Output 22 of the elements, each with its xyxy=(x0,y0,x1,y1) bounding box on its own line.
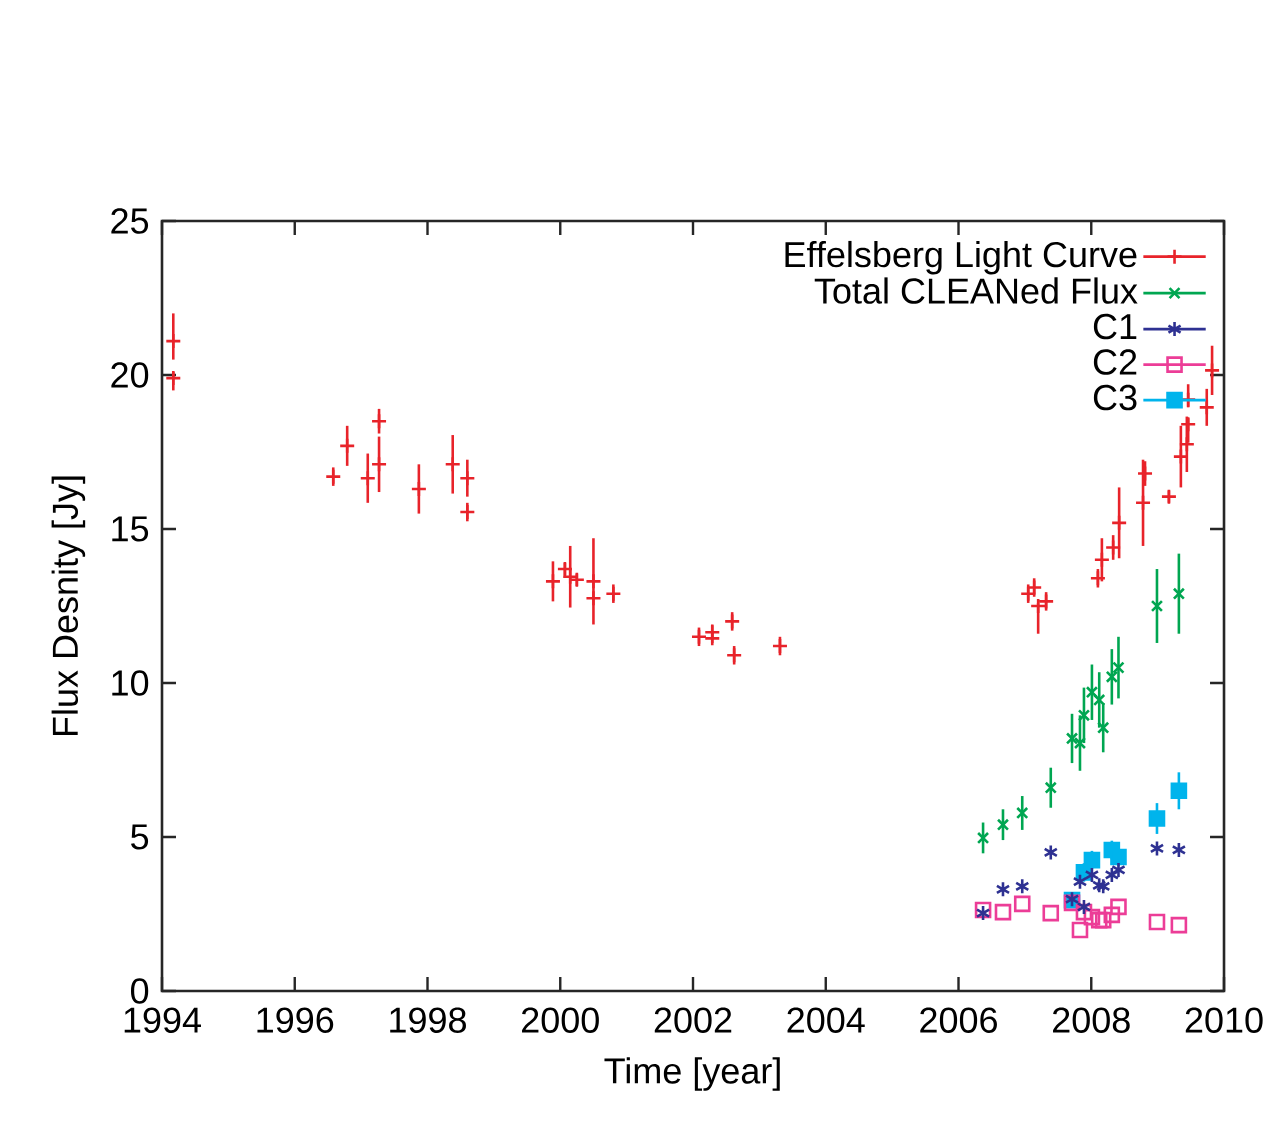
y-tick-label: 10 xyxy=(112,670,149,696)
x-tick-label: 2000 xyxy=(522,1007,599,1033)
x-tick-label: 2010 xyxy=(1185,1007,1263,1033)
y-tick-label: 0 xyxy=(130,978,149,1004)
y-tick-label: 5 xyxy=(131,824,149,850)
x-axis-title: Time [year] xyxy=(604,1057,780,1091)
x-tick-label: 2002 xyxy=(654,1007,732,1033)
y-tick-label: 25 xyxy=(111,208,149,234)
x-tick-label: 2006 xyxy=(920,1007,997,1033)
legend-label: Total CLEANed Flux xyxy=(814,277,1138,304)
x-tick-label: 2008 xyxy=(1053,1007,1130,1033)
x-tick-label: 1994 xyxy=(124,1007,201,1033)
x-tick-label: 2004 xyxy=(787,1007,865,1033)
legend-label: C3 xyxy=(1093,384,1137,411)
y-axis-title: Flux Desnity [Jy] xyxy=(51,476,86,736)
legend-label: Effelsberg Light Curve xyxy=(785,240,1137,275)
x-tick-label: 1996 xyxy=(257,1007,334,1033)
x-tick-label: 1998 xyxy=(390,1007,466,1033)
y-tick-label: 15 xyxy=(112,516,149,542)
legend-label: C2 xyxy=(1093,349,1137,375)
y-tick-label: 20 xyxy=(111,362,149,388)
legend-label: C1 xyxy=(1093,313,1137,340)
